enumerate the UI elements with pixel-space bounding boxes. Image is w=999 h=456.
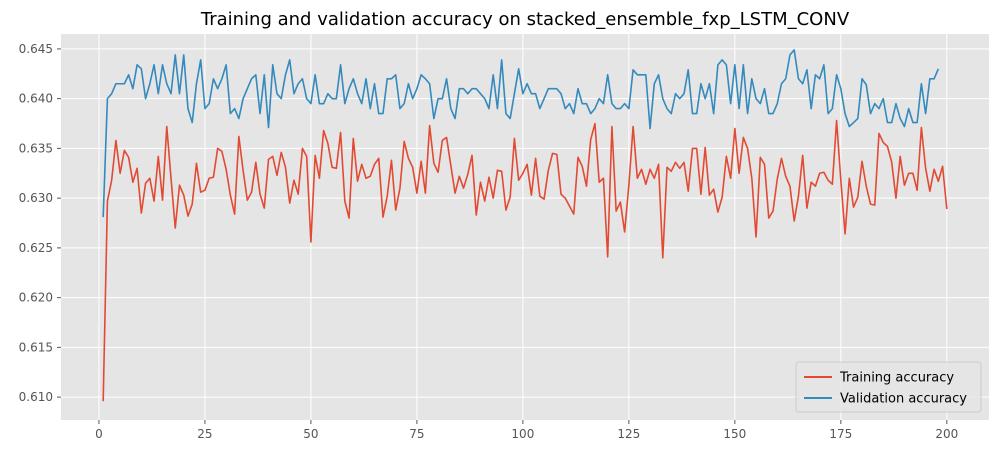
y-tick-label: 0.630 bbox=[19, 191, 53, 205]
chart-title: Training and validation accuracy on stac… bbox=[200, 9, 850, 30]
x-tick-label: 100 bbox=[511, 427, 534, 441]
x-tick-label: 0 bbox=[95, 427, 103, 441]
x-tick-label: 25 bbox=[197, 427, 212, 441]
x-tick-label: 125 bbox=[617, 427, 640, 441]
legend-label: Validation accuracy bbox=[840, 392, 967, 407]
y-tick-label: 0.615 bbox=[19, 340, 53, 354]
x-tick-label: 150 bbox=[723, 427, 746, 441]
y-tick-label: 0.620 bbox=[19, 291, 53, 305]
x-tick-label: 75 bbox=[409, 427, 424, 441]
y-tick-label: 0.635 bbox=[19, 141, 53, 155]
series-line-training-accuracy bbox=[102, 119, 948, 402]
legend-box bbox=[795, 361, 982, 413]
y-tick-label: 0.640 bbox=[19, 92, 53, 106]
legend: Training accuracy Validation accuracy bbox=[795, 361, 982, 413]
x-tick-label: 50 bbox=[303, 427, 318, 441]
series-line-validation-accuracy bbox=[102, 49, 940, 218]
axis-ticks: 0 25 50 75 100 125 150 175 200 0.610 0.615 0.620 0.6… bbox=[19, 42, 959, 441]
y-tick-label: 0.610 bbox=[19, 390, 53, 404]
x-tick-label: 175 bbox=[829, 427, 852, 441]
x-tick-label: 200 bbox=[935, 427, 958, 441]
series-lines bbox=[102, 49, 948, 402]
y-tick-label: 0.625 bbox=[19, 241, 53, 255]
y-tick-label: 0.645 bbox=[19, 42, 53, 56]
legend-label: Training accuracy bbox=[839, 371, 954, 386]
